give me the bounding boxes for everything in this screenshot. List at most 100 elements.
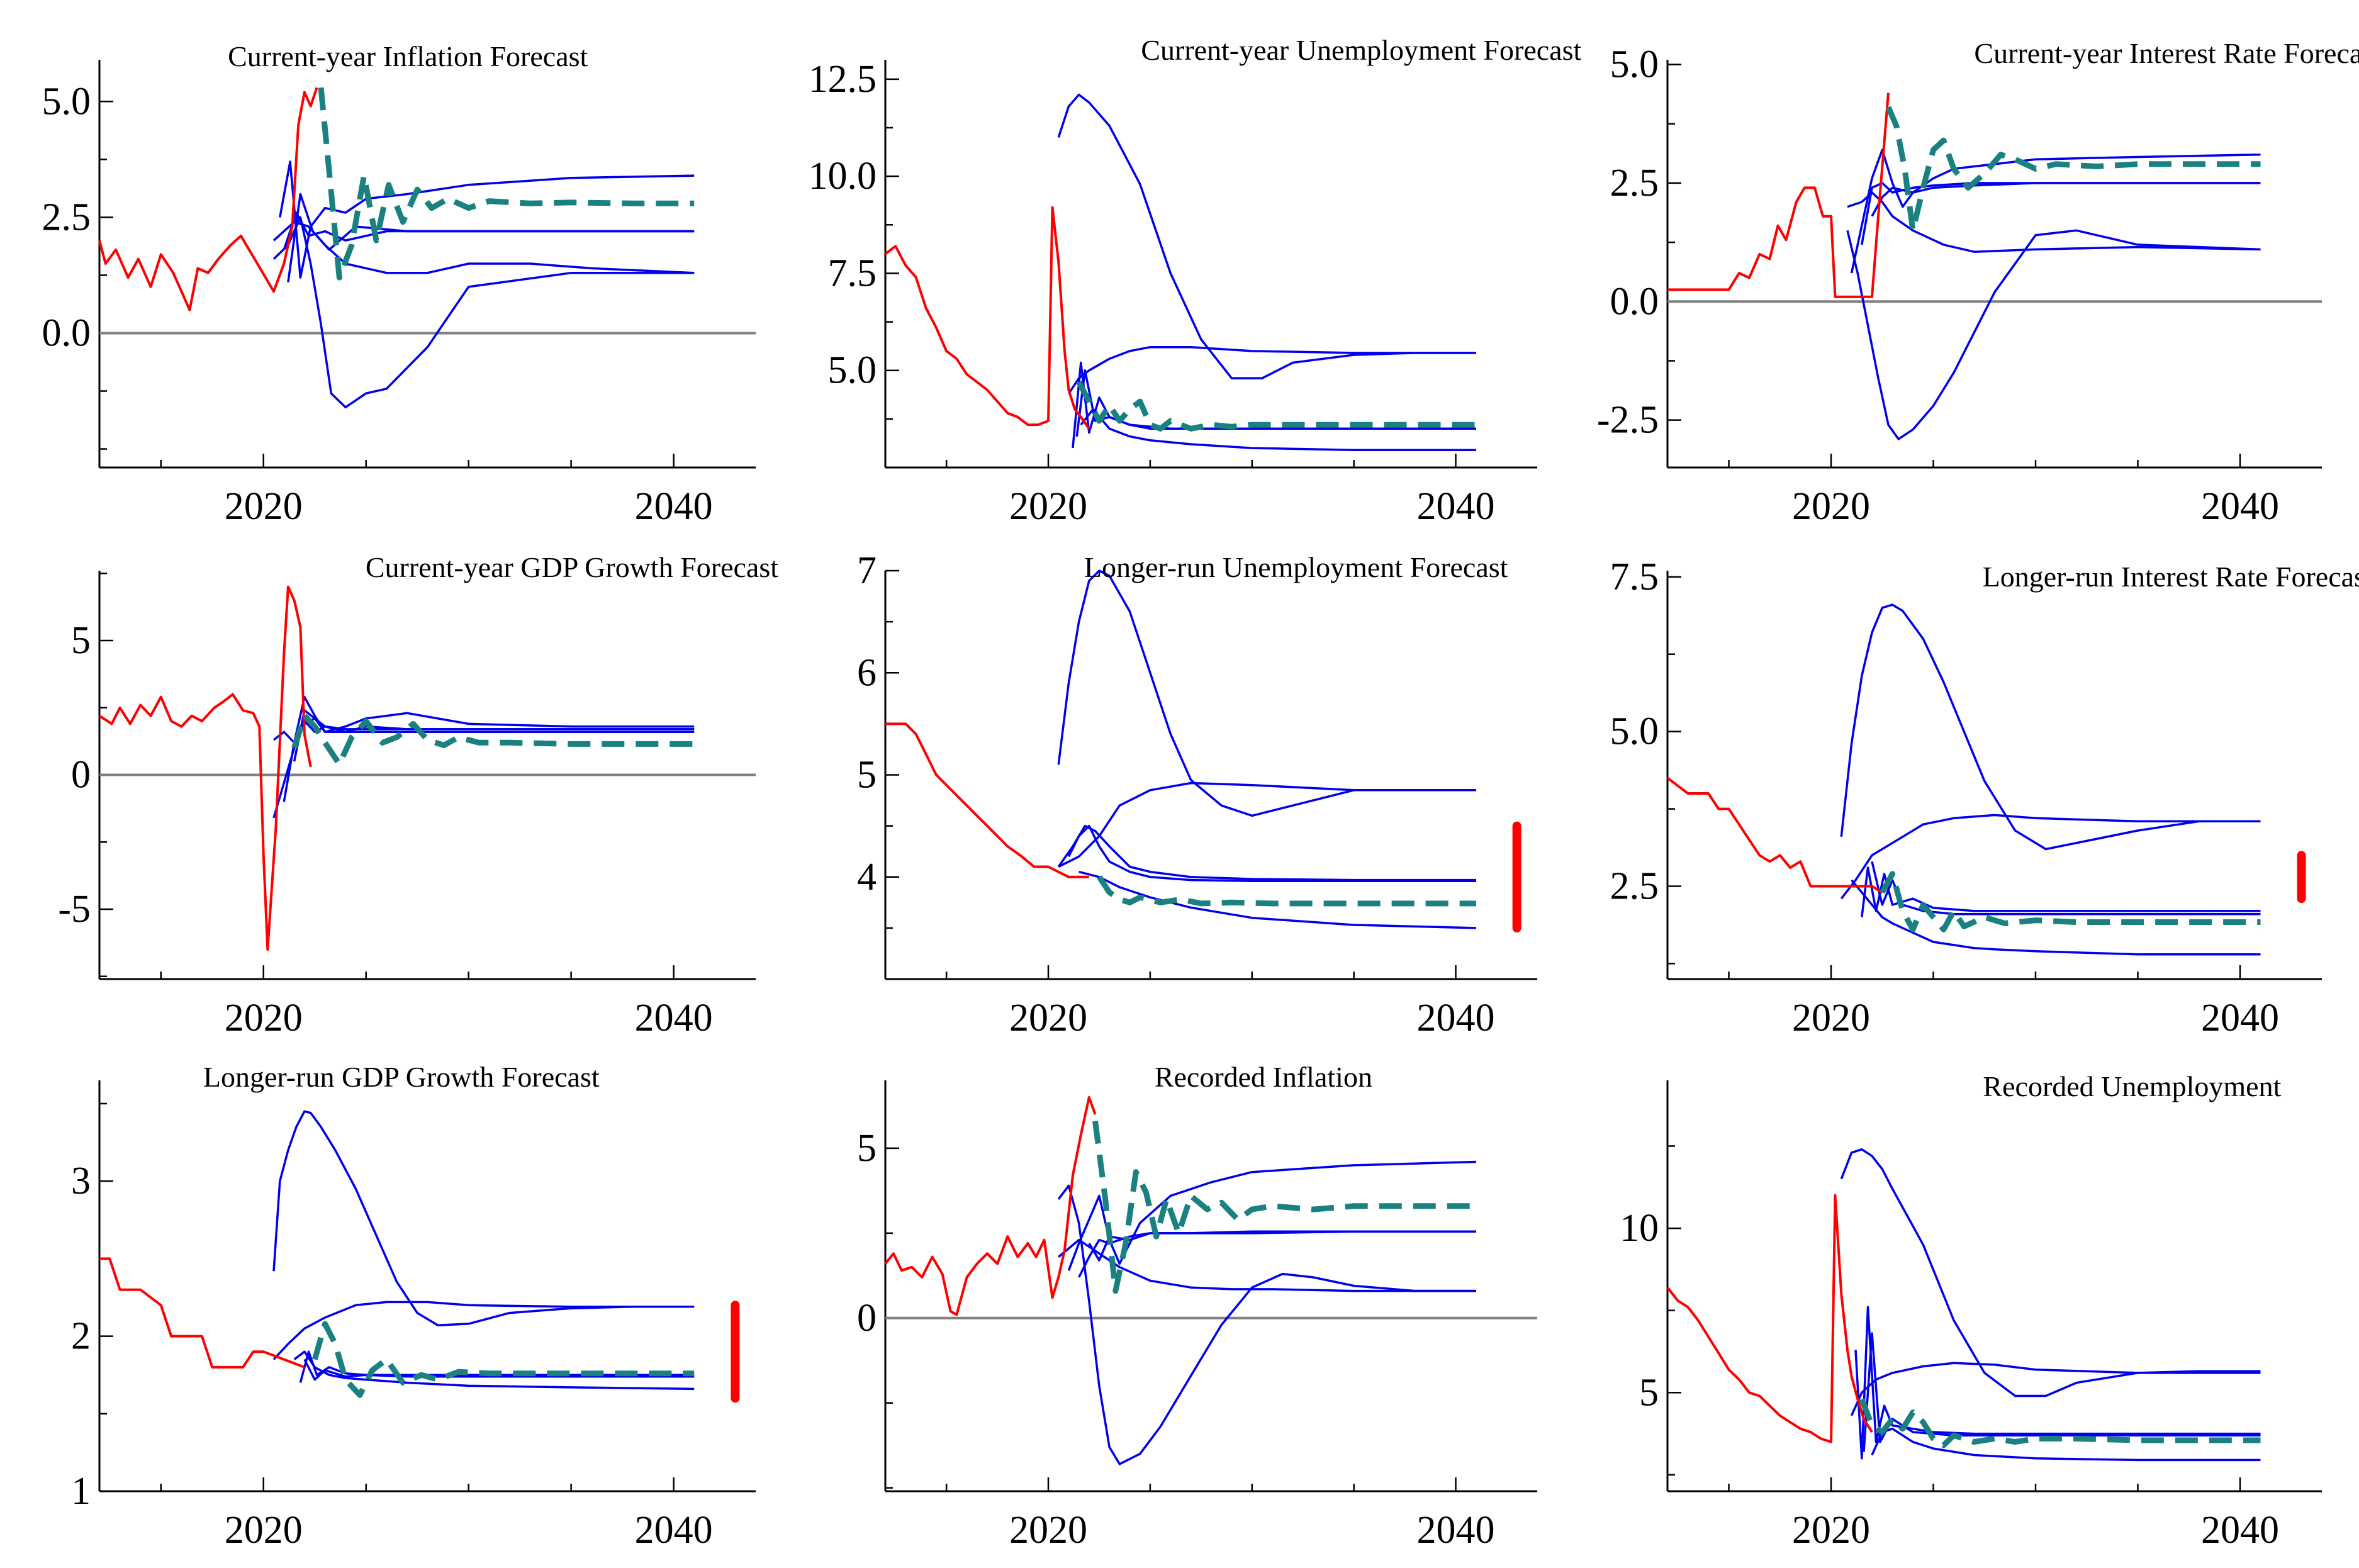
forecast-line [1885,106,2261,233]
x-tick-label: 2040 [1417,997,1495,1039]
forecast-line [1880,871,2261,932]
scenario-line-3 [1067,1160,1476,1271]
scenario-line-3 [1854,1306,2261,1460]
x-tick-label: 2020 [225,485,303,528]
x-tick-label: 2020 [1792,1509,1870,1552]
recorded-line [884,206,1090,430]
chart-title: Current-year Interest Rate Forecast [1974,37,2359,69]
chart-title: Recorded Unemployment [1983,1070,2281,1102]
y-tick-label: 2.5 [1610,865,1659,908]
chart-panel-2: 5.0 7.5 10.0 12.5 2020 2040 Current-year Unemp… [809,34,1582,528]
y-tick-label: 4 [857,856,877,899]
x-tick-label: 2020 [1009,997,1087,1039]
y-tick-label: 0.0 [42,311,91,354]
x-tick-label: 2040 [635,997,713,1039]
x-tick-label: 2020 [1792,485,1870,528]
scenario-line-3 [272,695,695,744]
scenario-line-4 [1075,369,1476,437]
recorded-line [98,87,318,311]
recorded-line [1667,92,1890,298]
y-tick-label: 5 [1639,1371,1659,1414]
scenario-line-1 [272,216,695,409]
chart-panel-4: -5 0 5 2020 2040 Current-year GDP Growth Fore… [58,551,778,1039]
y-tick-label: 0 [71,754,91,797]
scenario-line-4 [1861,866,2261,917]
y-tick-label: -2.5 [1597,399,1659,442]
scenario-line-1 [1840,1148,2261,1397]
scenario-line-4 [1067,824,1476,882]
chart-panel-3: -2.5 0.0 2.5 5.0 2020 2040 Current-year Intere… [1597,37,2359,528]
y-tick-label: 7 [857,549,877,592]
scenario-line-1 [272,1110,695,1327]
y-tick-label: 12.5 [809,58,877,101]
chart-title: Longer-run Unemployment Forecast [1084,551,1508,583]
y-tick-label: 0.0 [1610,280,1659,323]
chart-panel-9: 5 10 2020 2040 Recorded Unemployment [1620,1070,2322,1552]
y-tick-label: 10 [1620,1207,1659,1250]
recorded-line [1666,1194,1873,1443]
scenario-line-4 [293,709,695,762]
y-tick-label: 2.5 [1610,162,1659,204]
chart-panel-8: 0 5 2020 2040 Recorded Inflation [857,1061,1537,1552]
scenario-line-5 [287,193,695,283]
y-tick-label: 3 [71,1160,91,1202]
y-tick-label: 7.5 [1610,556,1659,598]
forecast-line [311,1321,695,1398]
x-tick-label: 2040 [1417,485,1495,528]
y-tick-label: 5.0 [1610,43,1659,86]
x-tick-label: 2020 [1792,997,1870,1039]
y-tick-label: 5 [857,754,877,797]
recorded-line [98,585,312,951]
scenario-line-1 [1846,229,2261,440]
chart-title: Current-year Unemployment Forecast [1141,34,1581,66]
chart-panel-1: 0.0 2.5 5.0 2020 2040 Current-year Inflation … [42,40,756,528]
y-tick-label: 10.0 [809,155,877,198]
forecast-line [291,713,695,767]
y-tick-label: 5 [857,1127,877,1170]
y-tick-label: 2 [71,1315,91,1358]
scenario-line-2 [272,1301,695,1360]
scenario-line-2 [1058,1238,1476,1292]
y-tick-label: 5.0 [42,80,91,123]
x-tick-label: 2040 [2201,997,2279,1039]
scenario-line-5 [1871,182,2261,217]
x-tick-label: 2020 [225,1509,303,1552]
scenario-line-2 [1840,814,2261,900]
forecast-line [1092,1121,1476,1294]
scenario-line-3 [1057,824,1476,882]
scenario-line-1 [1057,569,1476,817]
x-tick-label: 2040 [2201,1509,2279,1552]
scenario-line-3 [293,1350,695,1391]
recorded-line [885,722,1089,878]
recorded-line [884,1096,1097,1316]
forecast-line [1076,381,1476,432]
chart-panel-7: 1 2 3 2020 2040 Longer-run GDP Growth Forecas… [71,1061,756,1552]
chart-panel-5: 4 5 6 7 2020 2040 Longer-run Unemployment Fore… [857,549,1537,1039]
chart-title: Recorded Inflation [1155,1061,1372,1093]
forecast-line [1097,875,1476,907]
scenario-line-3 [279,160,695,279]
y-tick-label: 5.0 [1610,710,1659,753]
x-tick-label: 2020 [1009,1509,1087,1552]
scenario-line-2 [1058,781,1476,868]
scenario-line-4 [1078,1230,1476,1278]
y-tick-label: 2.5 [42,196,91,238]
forecast-line [1859,1398,2261,1448]
scenario-line-2 [1067,345,1476,395]
scenario-line-5 [1088,1230,1476,1262]
y-tick-label: 5 [71,619,91,662]
scenario-line-4 [1863,1332,2261,1452]
forecast-line [318,87,695,281]
y-tick-label: -5 [58,888,91,931]
chart-title: Current-year GDP Growth Forecast [366,551,778,583]
x-tick-label: 2040 [635,1509,713,1552]
recorded-line [1666,776,1883,894]
chart-title: Longer-run GDP Growth Forecast [203,1061,600,1093]
scenario-line-1 [1057,93,1476,379]
recorded-line [99,1257,305,1369]
x-tick-label: 2020 [225,997,303,1039]
x-tick-label: 2040 [1417,1509,1495,1552]
chart-title: Current-year Inflation Forecast [228,40,588,72]
chart-panel-6: 2.5 5.0 7.5 2020 2040 Longer-run Interest Rat… [1610,556,2359,1039]
y-tick-label: 7.5 [828,252,877,294]
